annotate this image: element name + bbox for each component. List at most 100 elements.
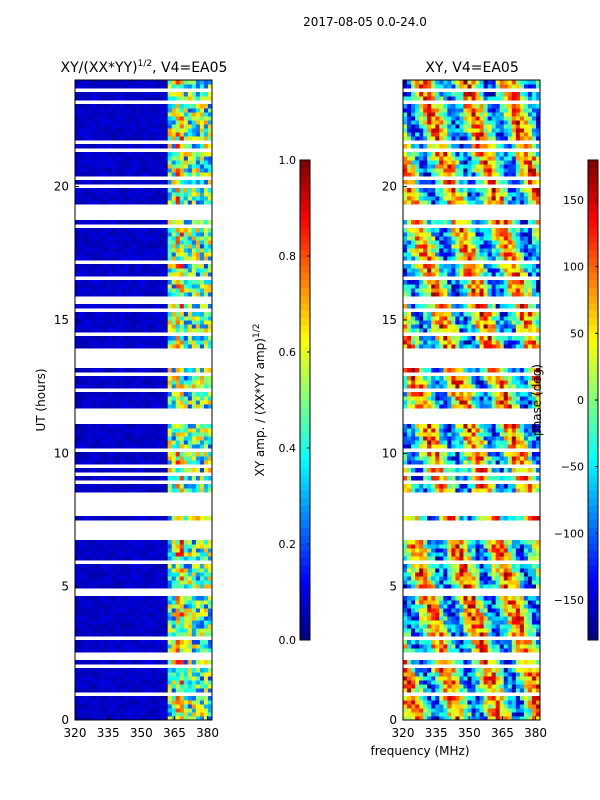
colorbar-swatch bbox=[300, 482, 310, 491]
colorbar-swatch bbox=[300, 392, 310, 401]
x-tick-label: 350 bbox=[130, 726, 153, 740]
colorbar-swatch bbox=[588, 385, 598, 393]
colorbar-swatch bbox=[588, 280, 598, 288]
x-tick-label: 365 bbox=[491, 726, 514, 740]
colorbar-swatch bbox=[588, 415, 598, 423]
colorbar-swatch bbox=[300, 565, 310, 573]
colorbar-swatch bbox=[588, 160, 598, 168]
colorbar-swatch bbox=[300, 370, 310, 378]
phase-heatmap bbox=[403, 80, 541, 721]
colorbar-swatch bbox=[300, 452, 310, 461]
colorbar-swatch bbox=[300, 242, 310, 251]
colorbar-swatch bbox=[300, 632, 310, 641]
y-tick-label: 15 bbox=[54, 313, 69, 327]
colorbar-swatch bbox=[300, 542, 310, 551]
colorbar-swatch bbox=[300, 587, 310, 596]
colorbar-swatch bbox=[588, 490, 598, 498]
colorbar-swatch bbox=[588, 505, 598, 513]
colorbar-swatch bbox=[300, 310, 310, 318]
colorbar-swatch bbox=[588, 610, 598, 618]
colorbar-swatch bbox=[300, 475, 310, 483]
colorbar-swatch bbox=[300, 535, 310, 543]
colorbar-swatch bbox=[588, 197, 598, 206]
colorbar-swatch bbox=[588, 587, 598, 596]
colorbar-swatch bbox=[588, 205, 598, 213]
colorbar-swatch bbox=[300, 407, 310, 416]
x-tick-label: 320 bbox=[392, 726, 415, 740]
colorbar-swatch bbox=[300, 250, 310, 258]
colorbar-swatch bbox=[300, 572, 310, 581]
y-tick-label: 20 bbox=[54, 180, 69, 194]
y-tick-label: 5 bbox=[61, 580, 69, 594]
colorbar-frame bbox=[299, 159, 311, 641]
colorbar-swatch bbox=[588, 482, 598, 491]
amplitude-panel-title: XY/(XX*YY)1/2, V4=EA05 bbox=[61, 59, 228, 76]
colorbar-swatch bbox=[300, 287, 310, 296]
amplitude-colorbar: 0.0 0.2 0.4 0.6 0.8 1.0 bbox=[279, 154, 311, 647]
colorbar-tick-label: 0.8 bbox=[279, 250, 297, 263]
colorbar-swatch bbox=[588, 190, 598, 198]
amplitude-panel: XY/(XX*YY)1/2, V4=EA05 320 335 350 365 380 0… bbox=[34, 59, 311, 740]
colorbar-tick-label: 0.2 bbox=[279, 538, 297, 551]
colorbar-swatch bbox=[300, 385, 310, 393]
phase-plot-frame bbox=[402, 79, 541, 721]
colorbar-swatch bbox=[588, 445, 598, 453]
colorbar-tick-label: −50 bbox=[561, 461, 584, 474]
amplitude-heatmap bbox=[75, 80, 213, 721]
y-tick-label: 10 bbox=[382, 446, 397, 460]
amplitude-ylabel: UT (hours) bbox=[34, 368, 48, 431]
colorbar-swatch bbox=[300, 520, 310, 528]
colorbar-tick-label: 1.0 bbox=[279, 154, 297, 167]
colorbar-swatch bbox=[300, 602, 310, 611]
colorbar-swatch bbox=[588, 595, 598, 603]
colorbar-swatch bbox=[588, 557, 598, 566]
colorbar-swatch bbox=[588, 355, 598, 363]
colorbar-swatch bbox=[300, 625, 310, 633]
colorbar-swatch bbox=[300, 212, 310, 221]
colorbar-swatch bbox=[588, 347, 598, 356]
colorbar-swatch bbox=[300, 160, 310, 168]
colorbar-swatch bbox=[588, 625, 598, 633]
colorbar-swatch bbox=[300, 205, 310, 213]
colorbar-swatch bbox=[300, 167, 310, 176]
colorbar-swatch bbox=[588, 520, 598, 528]
colorbar-swatch bbox=[588, 497, 598, 506]
colorbar-swatch bbox=[588, 580, 598, 588]
colorbar-swatch bbox=[588, 235, 598, 243]
colorbar-swatch bbox=[588, 475, 598, 483]
y-tick-label: 0 bbox=[389, 713, 397, 727]
colorbar-swatch bbox=[588, 167, 598, 176]
colorbar-tick-label: −150 bbox=[554, 594, 584, 607]
colorbar-swatch bbox=[300, 460, 310, 468]
colorbar-swatch bbox=[588, 452, 598, 461]
colorbar-swatch bbox=[588, 272, 598, 281]
colorbar-tick-label: 100 bbox=[563, 261, 584, 274]
colorbar-swatch bbox=[300, 182, 310, 191]
colorbar-swatch bbox=[588, 220, 598, 228]
colorbar-swatch bbox=[588, 295, 598, 303]
x-tick-label: 335 bbox=[425, 726, 448, 740]
colorbar-swatch bbox=[588, 317, 598, 326]
colorbar-swatch bbox=[588, 302, 598, 311]
colorbar-swatch bbox=[300, 497, 310, 506]
colorbar-swatch bbox=[300, 557, 310, 566]
colorbar-swatch bbox=[300, 617, 310, 626]
colorbar-swatch bbox=[588, 325, 598, 333]
amplitude-title-main: XY/(XX*YY) bbox=[61, 60, 138, 76]
colorbar-swatch bbox=[300, 325, 310, 333]
x-tick-label: 320 bbox=[64, 726, 87, 740]
colorbar-tick-label: 150 bbox=[563, 194, 584, 207]
colorbar-swatch bbox=[300, 505, 310, 513]
x-tick-label: 335 bbox=[97, 726, 120, 740]
phase-panel-title: XY, V4=EA05 bbox=[425, 60, 519, 76]
colorbar-swatch bbox=[300, 445, 310, 453]
colorbar-swatch bbox=[588, 400, 598, 408]
colorbar-swatch bbox=[300, 175, 310, 183]
colorbar-swatch bbox=[588, 332, 598, 341]
colorbar-swatch bbox=[300, 347, 310, 356]
colorbar-swatch bbox=[300, 610, 310, 618]
colorbar-swatch bbox=[588, 377, 598, 386]
colorbar-swatch bbox=[588, 265, 598, 273]
frequency-xlabel: frequency (MHz) bbox=[370, 744, 469, 758]
colorbar-swatch bbox=[300, 272, 310, 281]
